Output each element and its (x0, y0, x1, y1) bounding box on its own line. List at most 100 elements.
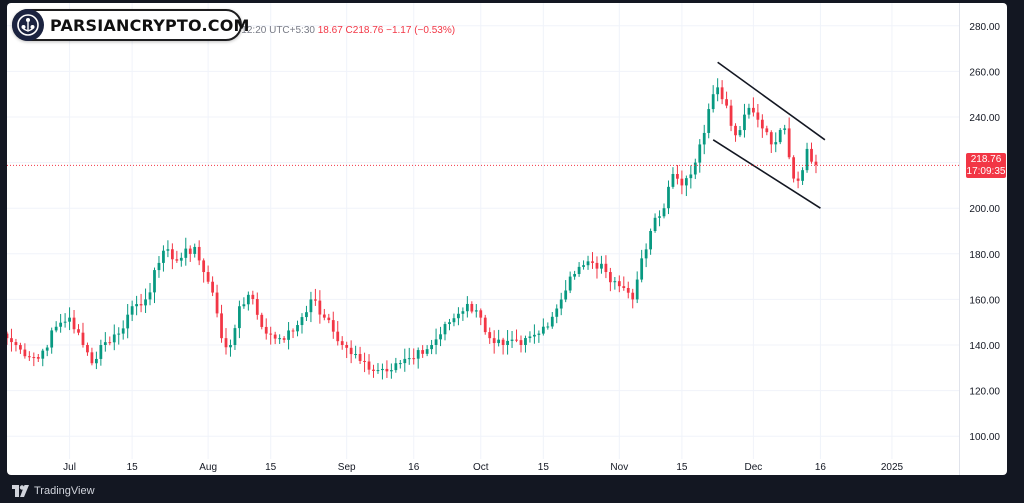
candle-body (54, 326, 58, 331)
price-axis-divider (959, 3, 960, 475)
candle-body (121, 328, 125, 334)
candle-body (327, 317, 331, 321)
candle-body (752, 107, 755, 113)
candle-body (264, 326, 268, 334)
candle-body (309, 299, 313, 313)
candle-body (492, 338, 496, 344)
y-tick-label: 160.00 (969, 295, 1000, 306)
candle-body (693, 162, 697, 175)
candle-body (613, 281, 617, 283)
y-tick-label: 180.00 (969, 250, 1000, 261)
candle-body (796, 178, 800, 181)
candle-body (144, 299, 147, 306)
candle-body (617, 281, 621, 287)
candle-body (622, 286, 626, 288)
candle-body (358, 354, 362, 361)
candle-body (778, 129, 782, 143)
watermark-text: PARSIANCRYPTO.COM (50, 16, 250, 35)
candle-body (738, 130, 742, 136)
candle-body (680, 178, 684, 186)
candle-body (707, 109, 711, 133)
candle-body (600, 263, 603, 269)
candle-body (439, 334, 442, 340)
candle-body (103, 342, 107, 345)
candle-body (743, 114, 746, 131)
candle-body (604, 263, 608, 273)
candle-body (260, 314, 264, 327)
x-axis: Jul 15 Aug 15 Sep 16 Oct 15 Nov 15 Dec 16 2025 (63, 462, 903, 473)
candle-body (747, 107, 751, 115)
y-tick-label: 200.00 (969, 204, 1000, 215)
x-tick-label: 2025 (881, 462, 904, 473)
y-tick-label: 120.00 (969, 387, 1000, 398)
candle-body (608, 272, 612, 283)
candle-body (331, 320, 335, 332)
y-axis: 280.00260.00240.00220.00200.00180.00160.… (969, 22, 1000, 443)
candle-body (322, 314, 326, 318)
candle-body (27, 356, 31, 358)
candle-body (403, 358, 407, 364)
candle-body (689, 174, 693, 179)
ohlc-values: 18.67 C218.76 −1.17 (−0.53%) (317, 25, 456, 36)
candle-body (153, 270, 156, 293)
candle-body (443, 324, 447, 335)
candle-body (479, 310, 483, 318)
candle-body (483, 317, 487, 333)
candle-body (457, 313, 460, 319)
chart-canvas[interactable]: 280.00260.00240.00220.00200.00180.00160.… (7, 3, 1007, 475)
candle-body (470, 303, 474, 312)
candle-body (711, 94, 715, 110)
y-tick-label: 240.00 (969, 113, 1000, 124)
candle-body (756, 112, 760, 120)
candle-body (32, 357, 36, 359)
candle-body (519, 340, 523, 345)
candle-body (381, 368, 384, 371)
candle-body (59, 322, 63, 327)
chart-frame: 280.00260.00240.00220.00200.00180.00160.… (7, 3, 1007, 475)
candle-body (220, 313, 223, 339)
candle-body (398, 363, 402, 365)
candle-body (546, 326, 550, 328)
candle-body (474, 310, 478, 312)
candle-body (90, 352, 94, 364)
channel-trendline (712, 139, 821, 209)
candle-body (559, 299, 563, 309)
candle-body (792, 157, 796, 179)
candle-body (667, 186, 670, 209)
candle-body (626, 288, 630, 293)
candle-body (662, 208, 666, 217)
candle-body (573, 274, 577, 277)
candle-body (130, 306, 134, 315)
candle-body (671, 174, 675, 187)
footer[interactable]: TradingView (12, 483, 95, 499)
candle-body (81, 332, 85, 345)
candle-body (184, 248, 188, 258)
x-tick-label: Jul (63, 462, 76, 473)
candle-body (86, 345, 89, 353)
candle-body (461, 311, 465, 314)
candle-body (170, 249, 174, 260)
candle-body (50, 330, 54, 348)
candle-body (363, 360, 366, 362)
candle-body (568, 276, 572, 291)
candle-body (425, 349, 429, 354)
candle-body (296, 325, 299, 332)
footer-brand: TradingView (34, 485, 95, 497)
x-tick-label: Sep (338, 462, 356, 473)
candle-body (23, 349, 27, 357)
x-tick-label: 15 (265, 462, 277, 473)
candle-body (139, 304, 143, 306)
candle-body (99, 345, 103, 359)
x-tick-label: 15 (676, 462, 688, 473)
candle-body (72, 317, 76, 330)
candle-body (434, 339, 438, 345)
candle-body (135, 304, 139, 307)
candle-body (68, 317, 71, 322)
candle-body (157, 262, 161, 271)
candle-body (653, 217, 657, 231)
candle-body (197, 246, 201, 261)
y-tick-label: 280.00 (969, 22, 1000, 33)
candle-body (273, 334, 277, 339)
candle-body (537, 333, 541, 335)
candle-body (229, 345, 232, 348)
